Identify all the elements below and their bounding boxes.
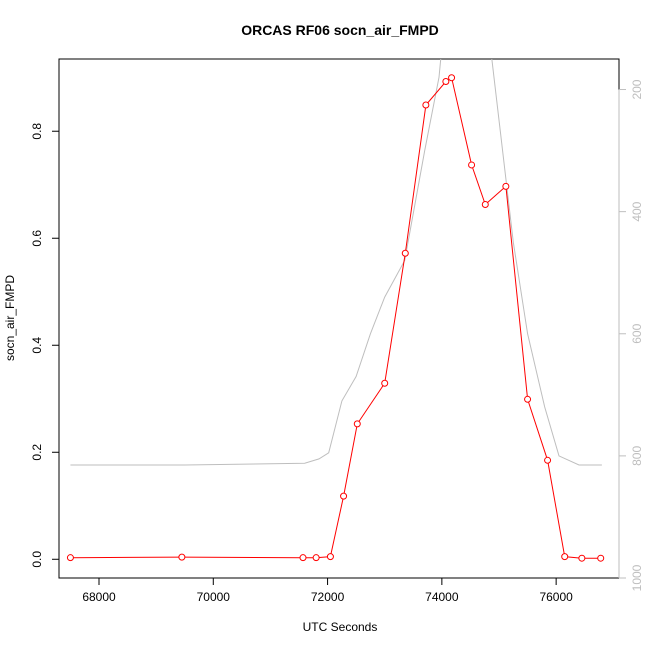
x-tick-label: 72000 [311,590,345,604]
y-tick-label: 0.4 [30,337,44,354]
series-line [70,76,601,559]
x-tick-label: 76000 [539,590,573,604]
data-point [524,395,532,403]
data-point [312,554,320,562]
x-tick-label: 68000 [82,590,116,604]
data-point [502,182,510,190]
x-axis: 68000 70000 72000 74000 76000 [82,577,573,604]
y-axis-label: socn_air_FMPD [3,275,17,361]
right-tick-label: 800 [630,446,644,466]
data-point [353,420,361,428]
data-point [381,379,389,387]
data-point [340,492,348,500]
right-tick-label: 400 [630,201,644,221]
data-point [468,161,476,169]
y-tick-label: 0.6 [30,230,44,247]
y-tick-label: 0.2 [30,444,44,461]
data-point [326,553,334,561]
data-point [422,101,430,109]
right-axis: 200 400 600 800 1000 [618,79,644,591]
data-point [299,554,307,562]
right-tick-label: 1000 [630,564,644,591]
plot-frame [58,58,620,579]
secondary-series-line [70,59,602,466]
right-tick-label: 600 [630,323,644,343]
data-point [401,249,409,257]
y-tick-label: 0.0 [30,551,44,568]
x-tick-label: 70000 [197,590,231,604]
y-axis: 0.0 0.2 0.4 0.6 0.8 [30,123,60,568]
data-point [448,74,456,82]
chart-title: ORCAS RF06 socn_air_FMPD [241,22,439,38]
x-axis-label: UTC Seconds [303,620,378,634]
data-point [178,553,186,561]
data-point [561,553,569,561]
data-point [481,201,489,209]
y-tick-label: 0.8 [30,123,44,140]
right-tick-label: 200 [630,79,644,99]
data-point [442,77,450,85]
plot-area [66,59,605,562]
data-point [66,554,74,562]
data-point [578,554,586,562]
data-point [544,456,552,464]
x-tick-label: 74000 [425,590,459,604]
data-point [597,554,605,562]
